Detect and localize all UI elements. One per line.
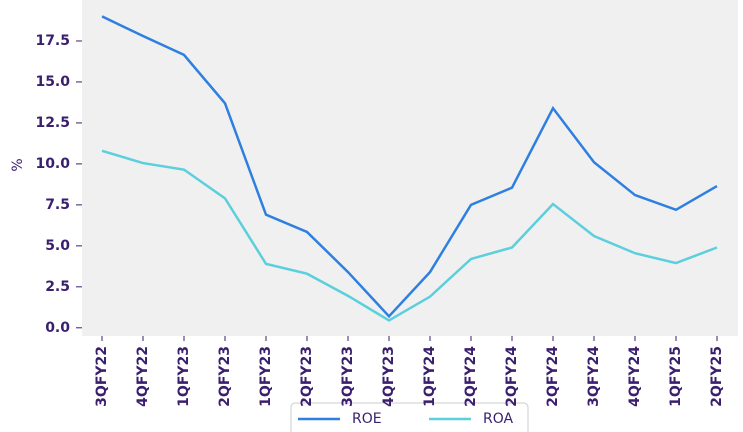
x-tick-label: 3QFY22 xyxy=(94,346,110,407)
y-tick-label: 17.5 xyxy=(35,33,70,49)
y-tick-label: 0.0 xyxy=(45,320,70,336)
x-tick-label: 2QFY24 xyxy=(504,346,520,407)
x-tick-label: 4QFY23 xyxy=(381,346,397,407)
x-tick-label: 2QFY25 xyxy=(709,346,725,407)
y-tick-label: 2.5 xyxy=(45,279,70,295)
y-tick-label: 5.0 xyxy=(45,238,70,254)
legend-label: ROE xyxy=(352,411,382,427)
x-tick-label: 4QFY24 xyxy=(627,346,643,407)
line-series xyxy=(101,15,718,319)
x-tick-label: 1QFY23 xyxy=(176,346,192,407)
y-tick-label: 10.0 xyxy=(35,156,70,172)
x-tick-label: 3QFY23 xyxy=(340,346,356,407)
x-tick-label: 3QFY24 xyxy=(586,346,602,407)
x-tick-label: 1QFY25 xyxy=(668,346,684,407)
y-tick-label: 7.5 xyxy=(45,197,70,213)
plot-area xyxy=(82,0,738,336)
legend xyxy=(290,402,529,432)
y-tick-label: 15.0 xyxy=(35,74,70,90)
x-tick-label: 2QFY23 xyxy=(299,346,315,407)
y-tick-label: 12.5 xyxy=(35,115,70,131)
line-series xyxy=(101,149,718,322)
x-tick-label: 2QFY24 xyxy=(545,346,561,407)
legend-label: ROA xyxy=(483,411,514,427)
y-axis-label: % xyxy=(10,158,26,171)
x-tick-label: 2QFY24 xyxy=(463,346,479,407)
x-tick-label: 1QFY24 xyxy=(422,346,438,407)
x-tick-label: 1QFY23 xyxy=(258,346,274,407)
x-tick-label: 4QFY22 xyxy=(135,346,151,407)
x-tick-label: 2QFY23 xyxy=(217,346,233,407)
